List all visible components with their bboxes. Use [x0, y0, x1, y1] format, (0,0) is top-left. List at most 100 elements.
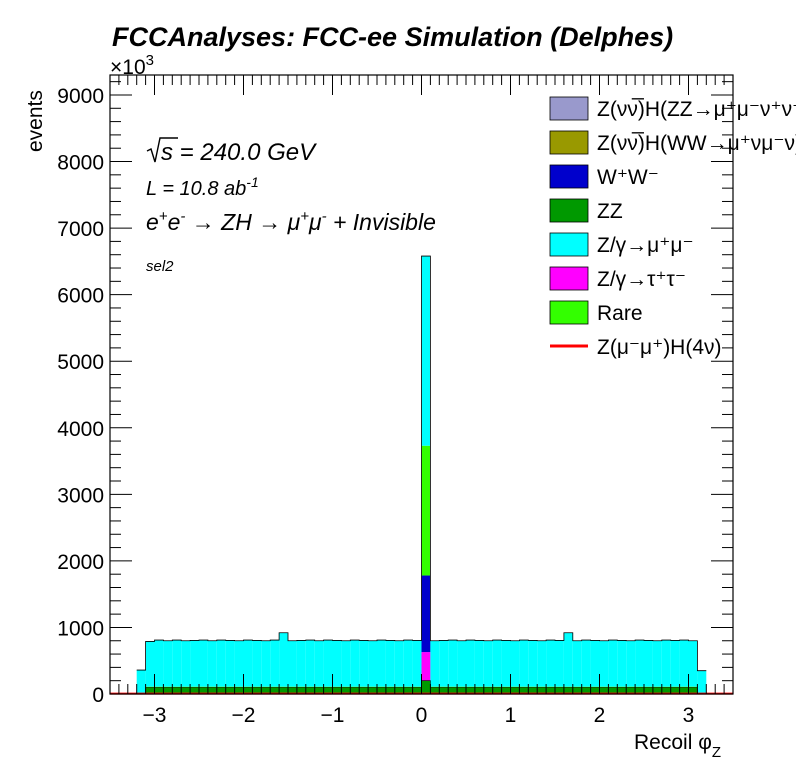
bar-Z-51	[590, 640, 600, 687]
sqrt-s: s	[161, 139, 173, 166]
bar-ZZ-46	[546, 687, 555, 694]
process-mu2-sup: -	[322, 208, 327, 225]
bar-Rare-21	[323, 686, 333, 688]
bar-ZZ-26	[368, 687, 377, 694]
bar-ZZ-28	[385, 687, 395, 694]
bar-Z-4	[172, 640, 182, 687]
sqrt-symbol	[146, 137, 178, 163]
bar-ZZ-55	[626, 687, 636, 694]
bar-ZZ-7	[199, 687, 208, 694]
bar-Z-23	[341, 640, 351, 687]
bar-ZZ-16	[279, 687, 288, 694]
bar-Rare-53	[608, 686, 618, 688]
bar-Rare-57	[644, 686, 653, 688]
bar-ZZ-61	[679, 687, 689, 694]
bar-Z-16	[279, 632, 288, 687]
bar-Z-42	[510, 640, 520, 687]
bar-Rare-19	[305, 686, 315, 688]
bar-ZZ-20	[314, 687, 324, 694]
bar-Rare-41	[501, 686, 511, 688]
bar-Rare-12	[243, 686, 253, 688]
bar-Rare-44	[528, 686, 538, 688]
bar-Rare-29	[394, 686, 404, 688]
bar-ZZ-51	[590, 687, 600, 694]
bar-ZZ-27	[377, 687, 386, 694]
bar-Rare-52	[599, 686, 609, 688]
bar-Z-19	[305, 640, 315, 687]
bar-Rare-31	[412, 686, 422, 688]
process-mu1-sup: +	[300, 208, 309, 225]
y-tick-label: 2000	[57, 551, 104, 574]
legend-label: Rare	[597, 302, 643, 325]
bar-Z-55	[626, 640, 636, 687]
bar-Z-53	[608, 640, 618, 687]
x-axis-label-main: Recoil φ	[634, 731, 712, 754]
bar-ZZ-47	[555, 687, 564, 694]
process-e1: e	[146, 209, 159, 235]
bar-Rare-14	[261, 686, 271, 688]
bar-Z-24	[350, 640, 360, 687]
bar-ZZ-53	[608, 687, 618, 694]
bar-Z-21	[323, 640, 333, 687]
process-end: + Invisible	[327, 209, 436, 235]
bar-ZZ-45	[537, 687, 547, 694]
bar-ZZ-22	[332, 687, 342, 694]
legend: Z(νν̅)H(ZZ→μ⁺μ⁻ν⁺ν⁻) Z(νν̅)H(WW→μ⁺νμ⁻ν) W⁺…	[549, 96, 796, 359]
bar-Rare-58	[652, 686, 662, 688]
bar-ZZ-37	[466, 687, 475, 694]
legend-label: W⁺W⁻	[597, 166, 659, 189]
bar-Z-7	[199, 640, 208, 687]
bar-Rare-20	[314, 686, 324, 688]
bar-ZZ-12	[243, 687, 253, 694]
lumi-annotation: L = 10.8 ab-1	[146, 174, 259, 200]
bar-Rare-1	[145, 686, 155, 688]
x-axis-label: Recoil φZ	[634, 731, 721, 761]
legend-swatch	[549, 130, 589, 155]
process-e2: e	[168, 209, 181, 235]
legend-label: Z(νν̅)H(WW→μ⁺νμ⁻ν)	[597, 132, 796, 155]
bar-Rare-30	[403, 686, 413, 688]
bar-Z-41	[501, 640, 511, 687]
bar-Rare-59	[661, 686, 671, 688]
bar-Rare-3	[163, 686, 173, 688]
y-tick-label: 7000	[57, 218, 104, 241]
bar-Rare-25	[359, 686, 369, 688]
bar-Rare-47	[555, 686, 564, 688]
bar-Z-61	[679, 640, 689, 687]
bar-ZZ-11	[234, 687, 244, 694]
bar-ZZ-3	[163, 687, 173, 694]
bar-ZZ-41	[501, 687, 511, 694]
bar-Rare-50	[581, 686, 591, 688]
bar-ZZ-34	[439, 687, 449, 694]
bar-Z-11	[234, 640, 244, 687]
bar-ZZ-25	[359, 687, 369, 694]
bar-Rare-46	[546, 686, 555, 688]
bar-Rare-28	[385, 686, 395, 688]
bar-Rare-54	[617, 686, 627, 688]
bar-ZZ-19	[305, 687, 315, 694]
bar-Z-28	[385, 640, 395, 687]
selection-annotation: sel2	[146, 258, 174, 275]
bar-ZZ-9	[216, 687, 226, 694]
bar-Z-54	[617, 640, 627, 687]
bar-ZZ-8	[207, 687, 217, 694]
bar-ZZ-21	[323, 687, 333, 694]
bar-Z-32	[421, 256, 431, 446]
x-axis-ticks: −3 −2 −1 0 1 2 3	[109, 75, 734, 727]
y-tick-label: 0	[92, 684, 104, 707]
legend-label: Z/γ→τ⁺τ⁻	[597, 268, 686, 291]
bar-Z-25	[359, 640, 369, 687]
bar-Rare-26	[368, 686, 377, 688]
legend-label: Z(νν̅)H(ZZ→μ⁺μ⁻ν⁺ν⁻)	[597, 98, 796, 121]
x-tick-label: −2	[232, 704, 256, 727]
bar-Z-8	[207, 640, 217, 687]
bar-Z-29	[394, 640, 404, 687]
x-tick-label: −1	[321, 704, 345, 727]
bar-Rare-4	[172, 686, 182, 688]
bar-ZZ-58	[652, 687, 662, 694]
bar-Z-33	[430, 640, 440, 687]
bar-Z-50	[581, 640, 591, 687]
bar-Rare-45	[537, 686, 547, 688]
bar-ZZ-6	[190, 687, 199, 694]
legend-label: Z/γ→μ⁺μ⁻	[597, 234, 694, 257]
